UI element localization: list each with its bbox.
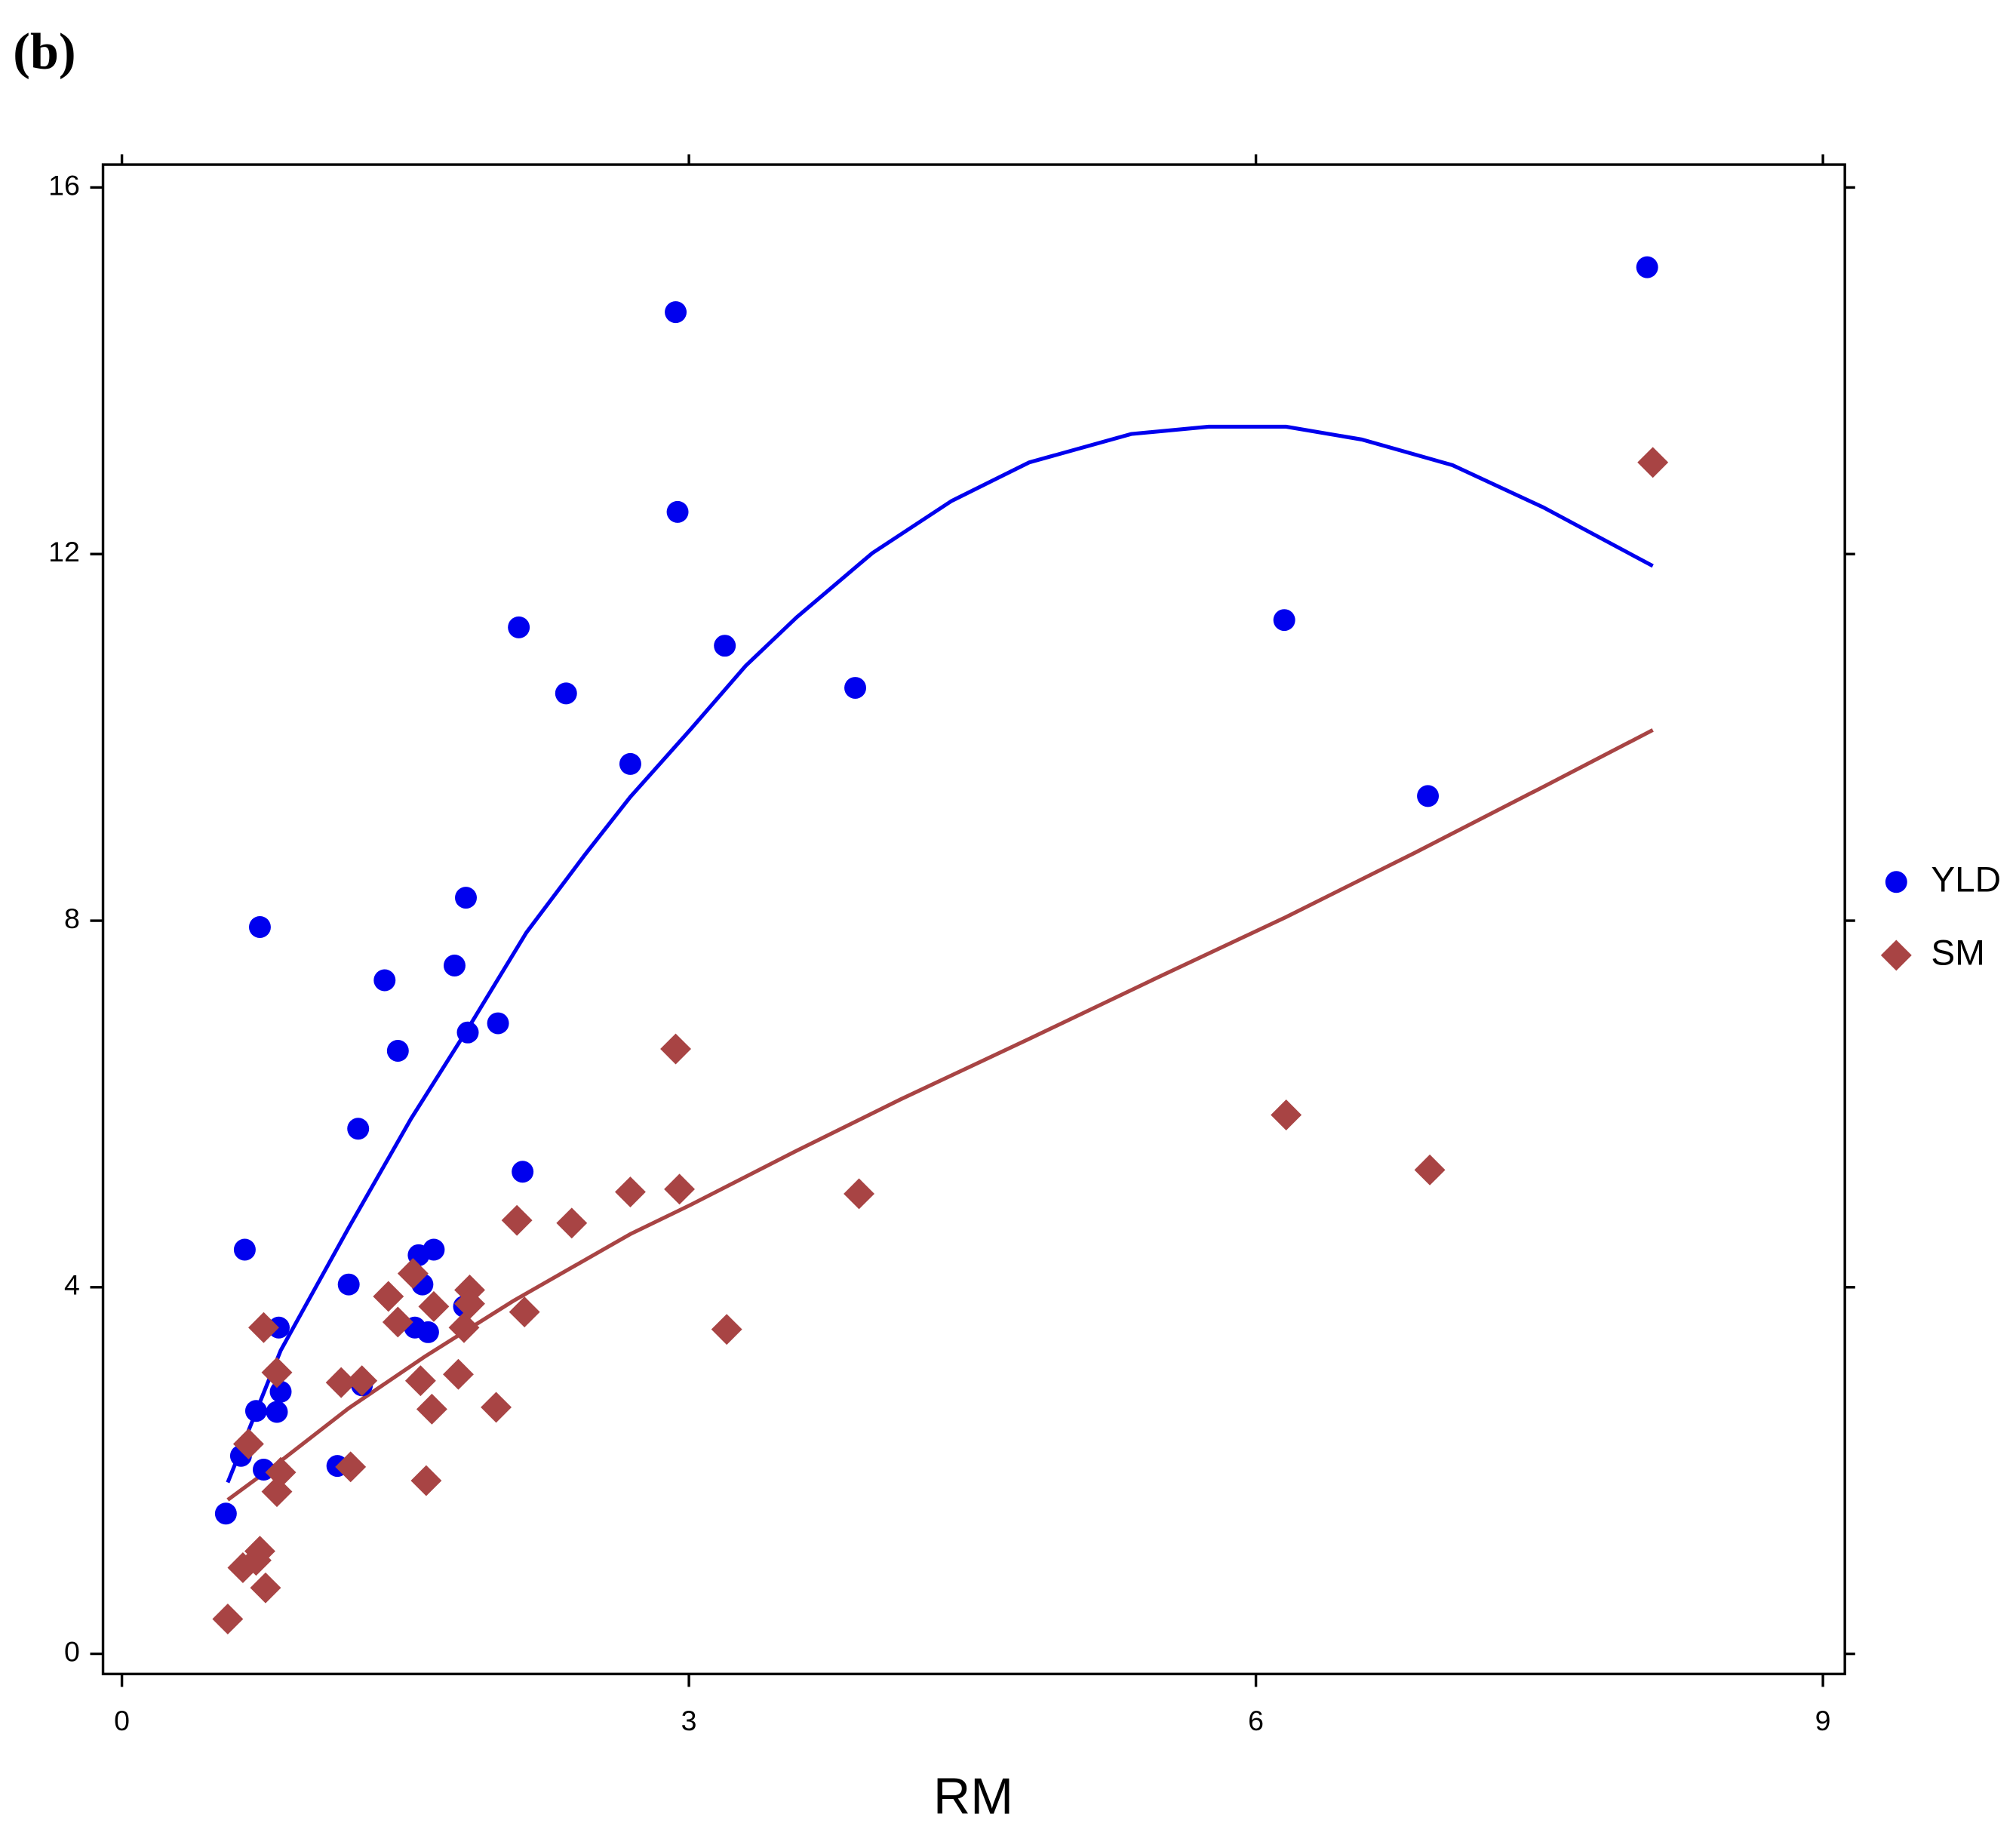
point	[269, 1380, 292, 1403]
point	[232, 1429, 264, 1459]
point	[1273, 609, 1295, 632]
point	[410, 1465, 442, 1496]
point	[1637, 447, 1669, 478]
point	[325, 1367, 357, 1398]
legend-marker	[1885, 871, 1907, 893]
x-tick-label: 0	[114, 1705, 130, 1736]
point	[416, 1393, 447, 1425]
point	[711, 1314, 742, 1345]
point	[347, 1118, 370, 1140]
point	[660, 1033, 692, 1065]
point	[508, 616, 530, 638]
point	[443, 1358, 474, 1390]
point	[248, 1312, 279, 1343]
point	[481, 1392, 512, 1423]
point	[619, 752, 641, 775]
point	[337, 1273, 360, 1296]
point	[404, 1365, 436, 1397]
point	[418, 1290, 450, 1322]
plot-frame	[101, 163, 1846, 1676]
point	[614, 1176, 646, 1207]
y-tick-label: 16	[48, 169, 80, 201]
point	[244, 1400, 267, 1422]
point	[248, 916, 271, 939]
x-axis-label: RM	[933, 1767, 1013, 1825]
legend-label: SM	[1931, 933, 1985, 973]
point	[555, 682, 577, 705]
point	[244, 1536, 275, 1567]
point	[456, 1021, 479, 1044]
y-tick-label: 8	[64, 903, 80, 934]
point	[346, 1365, 378, 1397]
trend-line	[226, 728, 1654, 1502]
point	[664, 1173, 696, 1205]
legend-label: YLD	[1931, 860, 2001, 900]
point	[512, 1161, 534, 1183]
point	[443, 955, 466, 977]
point	[214, 1502, 237, 1525]
point	[250, 1572, 281, 1604]
legend-marker	[1880, 940, 1912, 971]
point	[373, 1281, 404, 1312]
y-tick-label: 12	[48, 536, 80, 567]
panel-label: (b)	[13, 23, 75, 80]
point	[1271, 1099, 1302, 1130]
point	[665, 301, 687, 324]
point	[666, 500, 689, 523]
point	[386, 1039, 409, 1062]
point	[1417, 785, 1440, 807]
point	[233, 1238, 256, 1261]
y-tick-label: 4	[64, 1269, 80, 1301]
point	[844, 1178, 874, 1210]
x-tick-label: 9	[1815, 1705, 1831, 1736]
point	[335, 1451, 367, 1483]
point	[844, 677, 867, 700]
point	[423, 1238, 445, 1261]
x-tick-label: 3	[681, 1705, 697, 1736]
x-tick-label: 6	[1248, 1705, 1264, 1736]
y-tick-label: 0	[64, 1636, 80, 1668]
point	[501, 1204, 533, 1236]
point	[455, 887, 477, 909]
point	[1414, 1154, 1446, 1186]
point	[265, 1456, 297, 1488]
point	[416, 1321, 439, 1343]
point	[556, 1207, 588, 1239]
point	[373, 969, 396, 992]
point	[1636, 256, 1658, 278]
point	[714, 635, 736, 657]
trend-line	[226, 424, 1654, 1484]
point	[266, 1401, 288, 1423]
point	[487, 1012, 509, 1035]
point	[212, 1604, 244, 1635]
